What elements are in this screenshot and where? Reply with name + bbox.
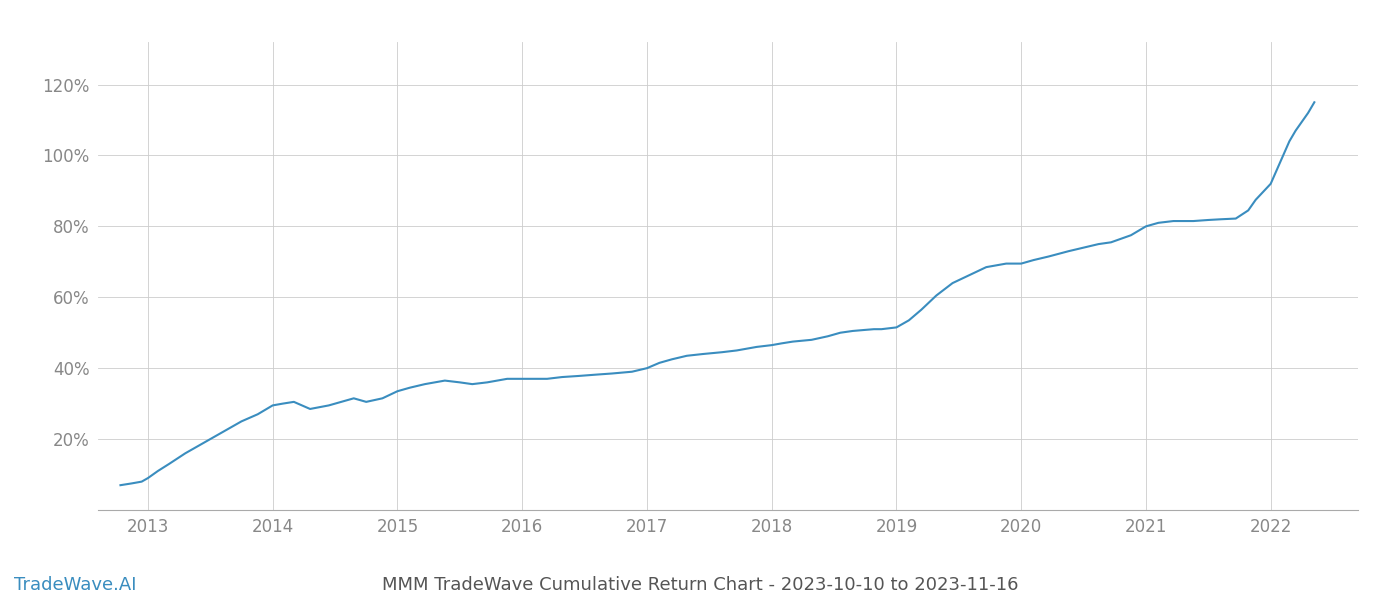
Text: TradeWave.AI: TradeWave.AI [14,576,137,594]
Text: MMM TradeWave Cumulative Return Chart - 2023-10-10 to 2023-11-16: MMM TradeWave Cumulative Return Chart - … [382,576,1018,594]
